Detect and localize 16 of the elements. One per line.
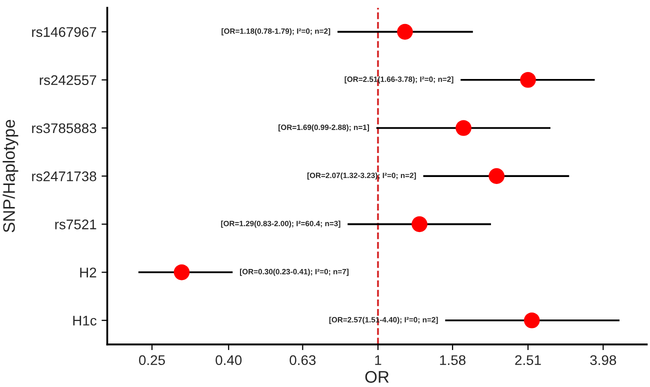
y-tick-label: rs242557 bbox=[40, 75, 96, 86]
y-tick-label: H1c bbox=[73, 316, 96, 326]
x-tick-label: 1 bbox=[375, 355, 382, 365]
x-tick-label: 0.63 bbox=[290, 355, 316, 366]
x-tick-label: 1.58 bbox=[440, 355, 466, 366]
y-tick-label: rs7521 bbox=[55, 220, 96, 230]
x-tick-label: 0.25 bbox=[139, 355, 165, 366]
y-axis-title: SNP/Haplotype bbox=[2, 120, 18, 232]
y-tick-label: H2 bbox=[80, 268, 96, 278]
x-tick-label: 0.40 bbox=[216, 355, 242, 366]
x-tick-label: 2.51 bbox=[515, 355, 541, 366]
y-tick-label: rs3785883 bbox=[32, 123, 96, 134]
y-tick-label: rs1467967 bbox=[32, 27, 96, 37]
x-axis-title: OR bbox=[365, 371, 389, 383]
x-tick-label: 3.98 bbox=[590, 355, 616, 366]
y-tick-label: rs2471738 bbox=[32, 171, 96, 182]
